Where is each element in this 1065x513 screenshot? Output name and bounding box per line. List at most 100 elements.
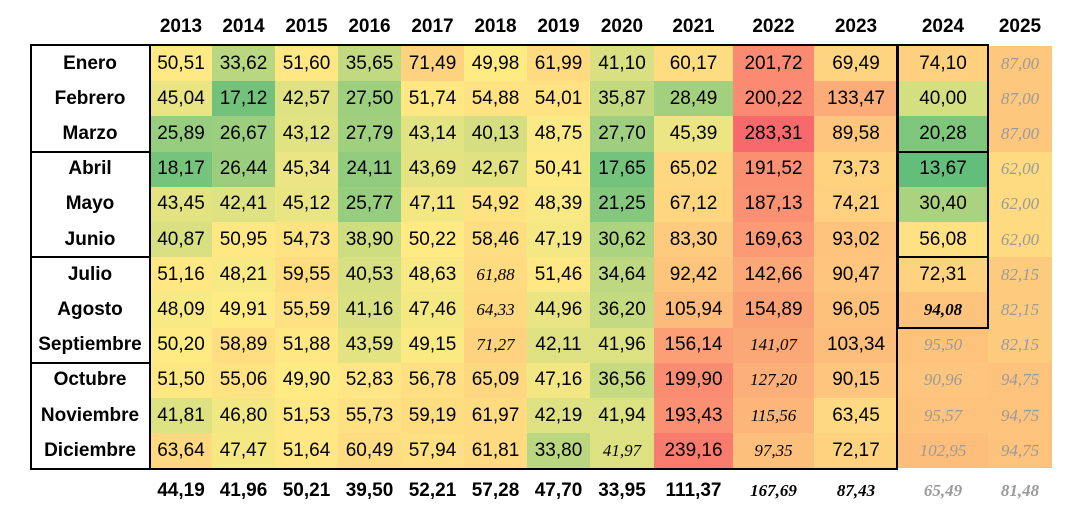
- value-cell: 61,81: [464, 433, 527, 469]
- value-cell: 74,21: [814, 186, 898, 222]
- value-cell: 47,16: [527, 362, 590, 398]
- value-cell: 49,90: [275, 362, 338, 398]
- value-cell: 127,20: [733, 362, 814, 398]
- value-cell: 50,20: [150, 327, 212, 363]
- value-cell: 49,15: [401, 327, 464, 363]
- value-cell: 55,06: [212, 362, 275, 398]
- value-cell: 59,55: [275, 257, 338, 293]
- value-cell: 93,02: [814, 222, 898, 258]
- value-cell: 47,46: [401, 292, 464, 328]
- value-cell: 26,67: [212, 116, 275, 152]
- value-cell: 65,02: [654, 151, 733, 187]
- month-label-diciembre: Diciembre: [44, 439, 136, 461]
- value-cell: 40,53: [338, 257, 401, 293]
- value-cell: 62,00: [988, 151, 1052, 187]
- value-cell: 43,45: [150, 186, 212, 222]
- value-cell: 61,97: [464, 398, 527, 434]
- value-cell: 48,21: [212, 257, 275, 293]
- value-cell: 36,20: [590, 292, 654, 328]
- value-cell: 239,16: [654, 433, 733, 469]
- value-cell: 87,00: [988, 46, 1052, 82]
- total-cell-2022: 167,69: [750, 481, 797, 500]
- value-cell: 43,12: [275, 116, 338, 152]
- value-cell: 59,19: [401, 398, 464, 434]
- value-cell: 55,73: [338, 398, 401, 434]
- value-cell: 51,64: [275, 433, 338, 469]
- value-cell: 42,19: [527, 398, 590, 434]
- year-header-2023: 2023: [834, 16, 878, 37]
- total-cell-2024: 65,49: [923, 481, 963, 500]
- value-cell: 54,73: [275, 222, 338, 258]
- value-cell: 89,58: [814, 116, 898, 152]
- value-cell: 45,12: [275, 186, 338, 222]
- value-cell: 42,41: [212, 186, 275, 222]
- value-cell: 133,47: [814, 81, 898, 117]
- value-cell: 47,19: [527, 222, 590, 258]
- value-cell: 94,75: [988, 398, 1052, 434]
- value-cell: 96,05: [814, 292, 898, 328]
- value-cell: 26,44: [212, 151, 275, 187]
- value-cell: 102,95: [898, 433, 988, 469]
- month-label-enero: Enero: [63, 52, 117, 74]
- value-cell: 30,40: [898, 186, 988, 222]
- value-cell: 90,15: [814, 362, 898, 398]
- value-cell: 17,12: [212, 81, 275, 117]
- value-cell: 62,00: [988, 186, 1052, 222]
- value-cell: 191,52: [733, 151, 814, 187]
- value-cell: 50,22: [401, 222, 464, 258]
- value-cell: 57,94: [401, 433, 464, 469]
- value-cell: 41,96: [590, 327, 654, 363]
- value-cell: 44,96: [527, 292, 590, 328]
- value-cell: 82,15: [988, 257, 1052, 293]
- value-cell: 62,00: [988, 222, 1052, 258]
- total-cell-2025: 81,48: [1000, 481, 1040, 500]
- value-cell: 38,90: [338, 222, 401, 258]
- total-cell-2014: 41,96: [219, 480, 268, 501]
- value-cell: 28,49: [654, 81, 733, 117]
- value-cell: 20,28: [898, 116, 988, 152]
- value-cell: 141,07: [733, 327, 814, 363]
- year-header-2025: 2025: [998, 16, 1042, 37]
- value-cell: 45,39: [654, 116, 733, 152]
- value-cell: 61,99: [527, 46, 590, 82]
- value-cell: 67,12: [654, 186, 733, 222]
- value-cell: 71,27: [464, 327, 527, 363]
- month-label-julio: Julio: [67, 263, 113, 285]
- value-cell: 51,46: [527, 257, 590, 293]
- value-cell: 72,17: [814, 433, 898, 469]
- value-cell: 51,16: [150, 257, 212, 293]
- month-label-agosto: Agosto: [57, 298, 123, 320]
- value-cell: 156,14: [654, 327, 733, 363]
- value-cell: 193,43: [654, 398, 733, 434]
- year-header-2021: 2021: [672, 16, 715, 37]
- value-cell: 25,77: [338, 186, 401, 222]
- value-cell: 51,53: [275, 398, 338, 434]
- value-cell: 51,74: [401, 81, 464, 117]
- value-cell: 42,57: [275, 81, 338, 117]
- value-cell: 60,17: [654, 46, 733, 82]
- value-cell: 63,45: [814, 398, 898, 434]
- value-cell: 61,88: [464, 257, 527, 293]
- value-cell: 47,11: [401, 186, 464, 222]
- total-cell-2019: 47,70: [534, 480, 583, 501]
- value-cell: 82,15: [988, 292, 1052, 328]
- value-cell: 55,59: [275, 292, 338, 328]
- total-cell-2020: 33,95: [598, 480, 646, 501]
- value-cell: 27,70: [590, 116, 654, 152]
- value-cell: 48,09: [150, 292, 212, 328]
- value-cell: 87,00: [988, 81, 1052, 117]
- value-cell: 87,00: [988, 116, 1052, 152]
- value-cell: 90,47: [814, 257, 898, 293]
- value-cell: 41,16: [338, 292, 401, 328]
- value-cell: 51,88: [275, 327, 338, 363]
- value-cell: 48,39: [527, 186, 590, 222]
- value-cell: 46,80: [212, 398, 275, 434]
- value-cell: 200,22: [733, 81, 814, 117]
- value-cell: 201,72: [733, 46, 814, 82]
- value-cell: 13,67: [898, 151, 988, 187]
- value-cell: 21,25: [590, 186, 654, 222]
- month-label-noviembre: Noviembre: [40, 404, 140, 426]
- value-cell: 47,47: [212, 433, 275, 469]
- value-cell: 25,89: [150, 116, 212, 152]
- value-cell: 58,89: [212, 327, 275, 363]
